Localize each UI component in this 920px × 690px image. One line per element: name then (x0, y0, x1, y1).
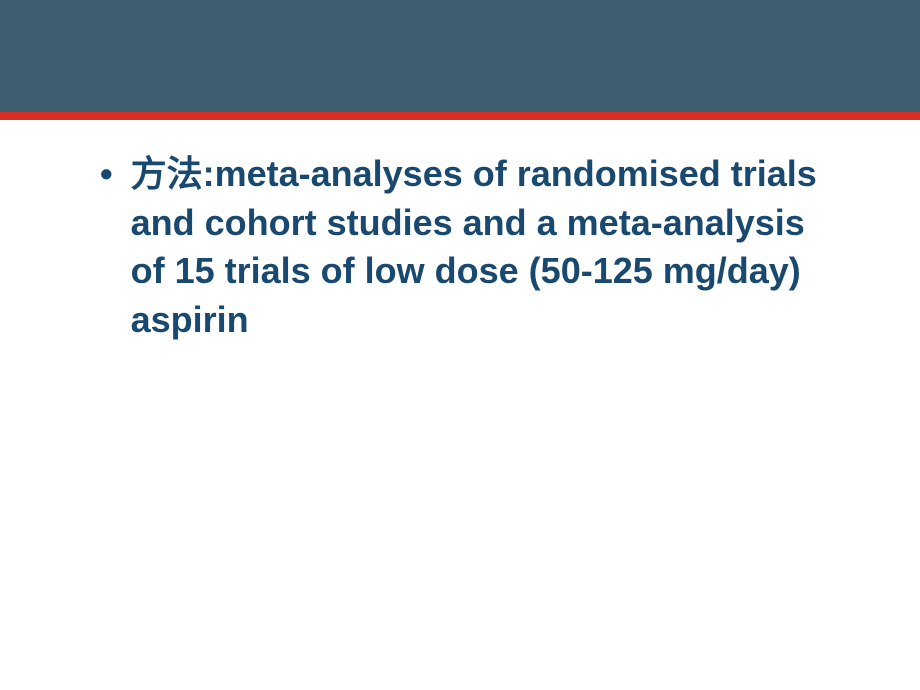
header-bar (0, 0, 920, 112)
accent-stripe (0, 112, 920, 120)
bullet-text: 方法:meta-analyses of randomised trials an… (131, 150, 820, 344)
slide-content: • 方法:meta-analyses of randomised trials … (0, 120, 920, 374)
bullet-marker: • (100, 150, 113, 199)
bullet-item: • 方法:meta-analyses of randomised trials … (100, 150, 820, 344)
